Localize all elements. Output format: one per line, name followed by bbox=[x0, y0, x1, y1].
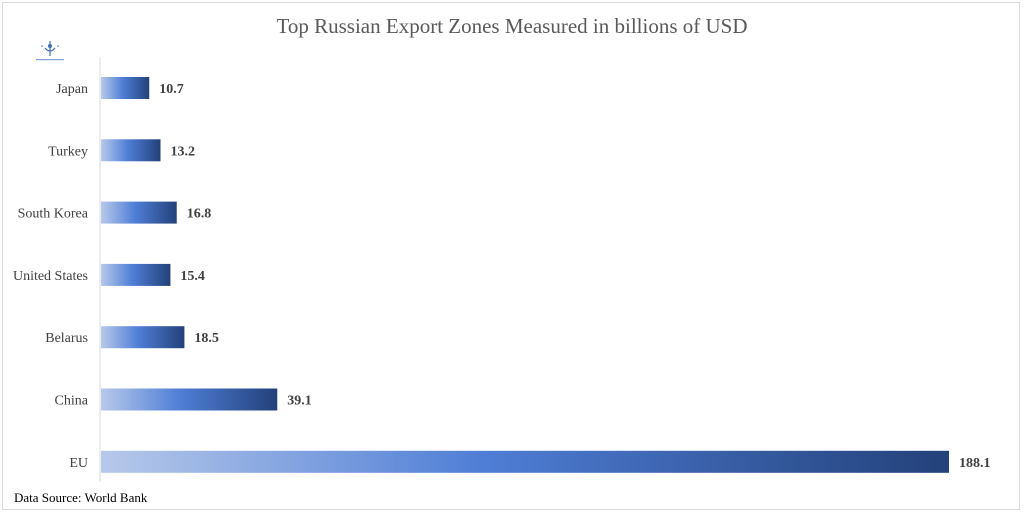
data-label: 15.4 bbox=[180, 269, 205, 284]
category-label: Turkey bbox=[48, 144, 88, 159]
chart-title: Top Russian Export Zones Measured in bil… bbox=[276, 14, 748, 38]
brand-logo-icon bbox=[36, 41, 64, 61]
bar bbox=[101, 77, 150, 99]
data-label: 18.5 bbox=[194, 331, 219, 346]
bar bbox=[101, 139, 161, 162]
category-label: South Korea bbox=[18, 207, 89, 222]
data-label: 16.8 bbox=[187, 207, 212, 222]
data-source-note: Data Source: World Bank bbox=[14, 490, 148, 505]
category-label: Belarus bbox=[45, 331, 88, 346]
category-label: United States bbox=[13, 269, 88, 284]
category-label: Japan bbox=[56, 82, 88, 97]
bar bbox=[101, 450, 949, 473]
bar bbox=[101, 263, 171, 286]
data-label: 13.2 bbox=[171, 144, 196, 159]
bar bbox=[101, 201, 177, 224]
bar bbox=[101, 326, 185, 349]
category-label: China bbox=[55, 394, 89, 409]
category-label: EU bbox=[69, 456, 88, 471]
data-label: 39.1 bbox=[287, 394, 312, 409]
data-label: 10.7 bbox=[159, 82, 184, 97]
bar bbox=[101, 388, 278, 411]
data-label: 188.1 bbox=[959, 456, 991, 471]
